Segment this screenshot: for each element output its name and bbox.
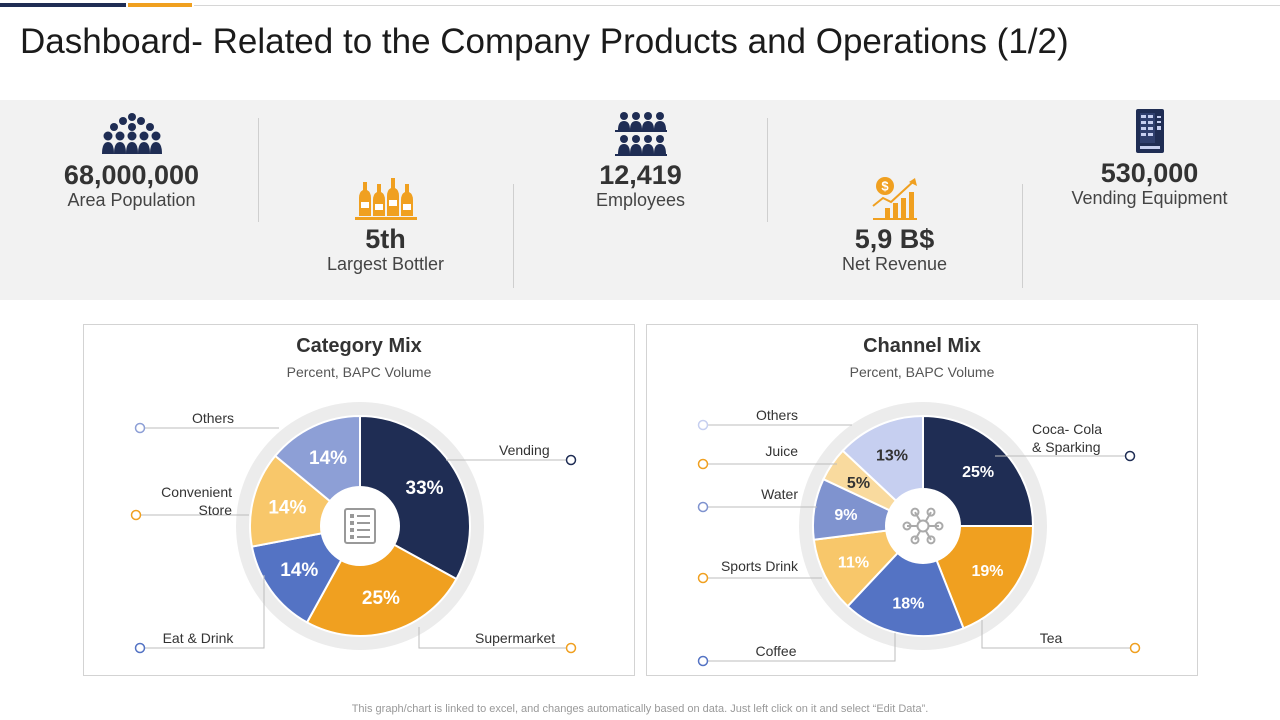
slice-label-sports-drink: 11% [838,554,869,571]
kpi-value: 5,9 B$ [854,224,935,254]
legend-label-water: Water [761,486,798,502]
legend-marker [1129,642,1141,654]
legend-marker [130,509,142,521]
pie-hole [320,486,400,566]
legend-leader-line [981,620,1131,649]
kpi-value: 5th [365,224,406,254]
slice-label-others: 14% [309,448,347,469]
kpi-net-revenue: $ 5,9 B$ Net Revenue [767,172,1022,274]
legend-label-coffee: Coffee [756,643,797,659]
kpi-divider [1022,184,1023,288]
bottles-icon [258,172,513,220]
pie-slice-coca-cola-sparking [922,414,1035,527]
kpi-divider [513,184,514,288]
legend-label-convenient-store: Convenient [161,484,232,500]
kpi-divider [767,118,768,222]
legend-marker [697,501,709,513]
slice-label-convenient-store: 14% [268,497,306,518]
slice-label-vending: 33% [406,478,444,499]
legend-marker [565,454,577,466]
legend-marker [565,642,577,654]
kpi-value: 68,000,000 [63,160,200,190]
chart-subtitle: Percent, BAPC Volume [849,364,995,380]
kpi-area-population: 68,000,000 Area Population [4,108,259,210]
kpi-label: Employees [595,190,686,210]
legend-label-supermarket: Supermarket [475,630,555,646]
legend-label-others: Others [756,407,798,423]
kpi-value: 12,419 [599,160,682,190]
footer-note: This graph/chart is linked to excel, and… [351,703,929,715]
revenue-growth-icon: $ [767,172,1022,220]
legend-marker [134,642,146,654]
legend-marker [134,422,146,434]
accent-bar-orange [128,3,192,7]
kpi-divider [258,118,259,222]
crowd-icon [4,108,259,156]
header-divider [194,5,1280,6]
chart-title: Channel Mix [863,335,981,357]
legend-marker [1124,450,1136,462]
legend-marker [697,458,709,470]
category-mix-panel: Category Mix Percent, BAPC Volume 33% 25%… [83,324,635,676]
legend-marker [697,419,709,431]
kpi-value: 530,000 [1100,158,1199,188]
page-title: Dashboard- Related to the Company Produc… [20,22,1069,61]
legend-leader-line [708,633,896,662]
chart-title: Category Mix [296,335,422,357]
pie-slice-supermarket [305,524,458,637]
category-mix-chart: 33% 25% 14% 14% 14% Vending Supermarket Eat & D… [130,402,577,654]
channel-mix-chart: 25% 19% 18% 11% 9% 5% 13% Coca- Cola & Sparking T… [697,402,1141,667]
employees-icon [513,108,768,156]
slice-label-coffee: 18% [892,596,924,613]
kpi-vending-equipment: 530,000 Vending Equipment [1022,106,1277,208]
legend-label-convenient-store: Store [199,502,233,518]
checklist-icon [344,508,376,544]
vending-machine-icon [1022,106,1277,154]
kpi-label: Area Population [67,190,196,210]
kpi-largest-bottler: 5th Largest Bottler [258,172,513,274]
legend-label-tea: Tea [1040,630,1063,646]
slice-label-juice: 5% [847,475,870,492]
legend-label-coca-cola-sparking: Coca- Cola [1032,421,1102,437]
legend-label-coca-cola-sparking: & Sparking [1032,439,1100,455]
legend-label-vending: Vending [499,442,550,458]
kpi-band: 68,000,000 Area Population 5th Largest B… [0,100,1280,300]
kpi-label: Vending Equipment [1071,188,1228,208]
slice-label-water: 9% [834,507,857,524]
pie-slice-coffee [846,524,965,637]
chart-subtitle: Percent, BAPC Volume [286,364,432,380]
slice-label-tea: 19% [971,563,1003,580]
legend-label-eat-drink: Eat & Drink [163,630,235,646]
accent-bar-navy [0,3,126,7]
kpi-label: Largest Bottler [326,254,445,274]
channel-mix-panel: Channel Mix Percent, BAPC Volume 25% 19% 1… [646,324,1198,676]
kpi-label: Net Revenue [841,254,948,274]
legend-leader-line [418,627,566,649]
legend-label-others: Others [192,410,234,426]
legend-label-juice: Juice [765,443,798,459]
legend-marker [697,572,709,584]
slice-label-others: 13% [876,447,908,464]
legend-label-sports-drink: Sports Drink [721,558,799,574]
legend-marker [697,655,709,667]
legend-leader-line [145,575,265,649]
slice-label-supermarket: 25% [362,588,400,609]
svg-text:$: $ [881,179,889,194]
slice-label-coca-cola-sparking: 25% [962,464,994,481]
slice-label-eat-drink: 14% [280,560,318,581]
network-hub-icon [902,507,944,545]
kpi-employees: 12,419 Employees [513,108,768,210]
